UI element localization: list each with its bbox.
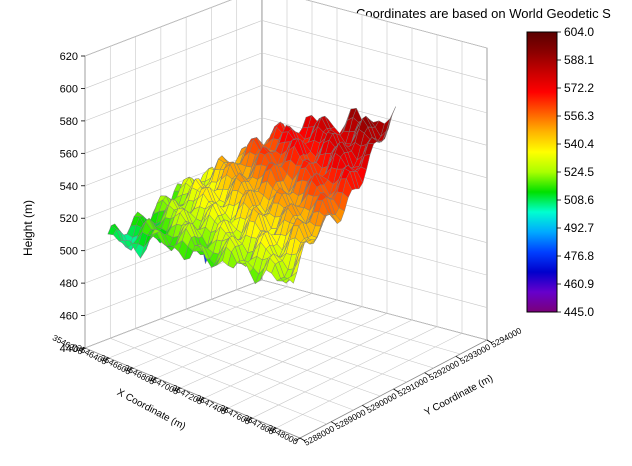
colorbar-label: 604.0 [564,25,594,39]
z-tick-label: 580 [60,116,78,128]
y-tick [424,372,430,377]
surface-cell [287,271,298,284]
x-tick [175,387,181,392]
grid-line-y [185,17,407,383]
x-tick [79,347,86,352]
y-tick [455,355,462,360]
colorbar-label: 588.1 [564,53,594,67]
z-tick-label: 500 [60,246,78,258]
x-tick [270,427,277,432]
x-tick [223,407,229,412]
grid-line-x [180,14,363,389]
colorbar-label: 556.3 [564,109,594,123]
colorbar-label: 508.6 [564,193,594,207]
y-tick [330,421,337,426]
grid-line-y [160,26,381,397]
grid-line-y [236,0,461,355]
y-tick [299,437,306,442]
grid-line-x [204,21,388,399]
grid-line-x [252,34,438,419]
colorbar-label: 492.7 [564,221,594,235]
grid-line-x [108,0,288,359]
color-scale: 604.0 588.1 572.2 556.3 540.4 524.5 508.6 492.7… [526,25,594,319]
grid-line-x [228,28,413,409]
grid-line-x [156,8,338,379]
z-tick-label: 440 [60,343,78,355]
x-tick [247,417,253,422]
y-tick [393,388,399,393]
surface-mesh [107,106,396,285]
grid-line-x [132,1,313,369]
y-tick [486,339,493,344]
y-tick [362,404,368,409]
x-tick [127,367,133,372]
grid-line-y [211,7,434,369]
x-tick [151,377,157,382]
y-tick-label: 5294000 [489,325,523,349]
colorbar-label: 572.2 [564,81,594,95]
colorbar-label: 460.9 [564,277,594,291]
grid-line-x [275,41,463,429]
z-axis-label: Height (m) [21,200,35,256]
colorbar-label: 540.4 [564,137,594,151]
colorbar-label: 524.5 [564,165,594,179]
colorbar-label: 445.0 [564,305,594,319]
grid-line-y [135,36,354,411]
chart-title: Coordinates are based on World Geodetic … [356,6,611,21]
z-tick-label: 460 [60,311,78,323]
z-tick-label: 600 [60,83,78,95]
z-tick-label: 560 [60,148,78,160]
x-tick [103,357,110,362]
grid-line-y [109,46,327,425]
z-tick-label: 480 [60,278,78,290]
z-tick-label: 620 [60,51,78,63]
x-tick [199,397,205,402]
colorbar-gradient [526,31,558,313]
colorbar-label: 476.8 [564,249,594,263]
z-tick-label: 540 [60,181,78,193]
z-tick-label: 520 [60,213,78,225]
x-tick [294,437,301,442]
